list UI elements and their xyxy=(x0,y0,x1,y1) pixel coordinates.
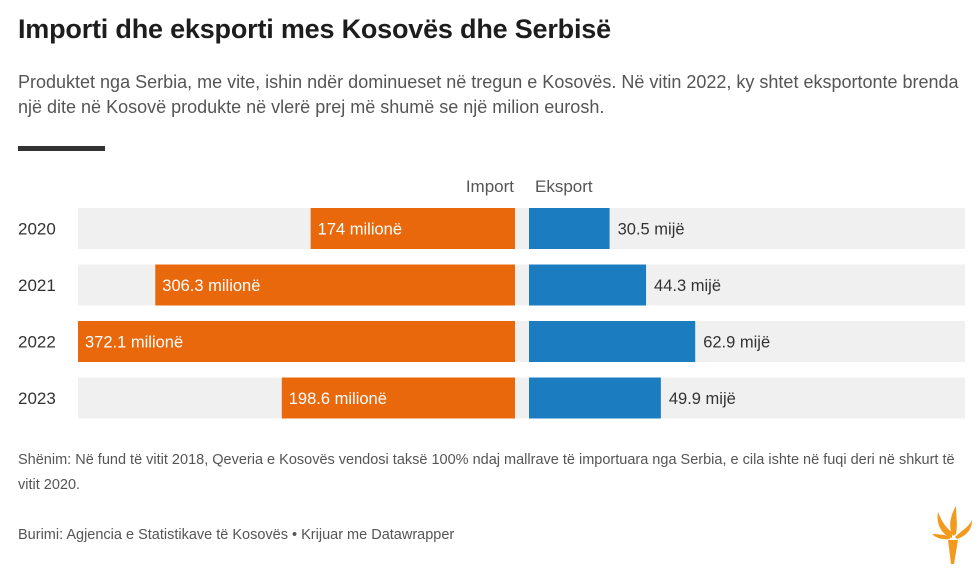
bar-chart: 2020 174 milionë 30.5 mijë 2021 306.3 milion… xyxy=(18,208,965,419)
year-tick-label: 2021 xyxy=(18,276,56,295)
import-bar xyxy=(310,208,515,249)
year-tick-label: 2020 xyxy=(18,220,56,239)
chart-note: Shënim: Në fund të vitit 2018, Qeveria e… xyxy=(18,452,955,493)
export-value-label: 44.3 mijë xyxy=(654,277,721,295)
import-value-label: 372.1 milionë xyxy=(85,334,183,352)
export-bar xyxy=(529,208,610,249)
import-column-label: Import xyxy=(465,177,514,196)
export-column-label: Eksport xyxy=(535,177,593,196)
row-background xyxy=(78,208,965,249)
chart-subtitle: Produktet nga Serbia, me vite, ishin ndë… xyxy=(18,72,959,117)
title-rule xyxy=(18,146,105,151)
export-value-label: 30.5 mijë xyxy=(618,221,685,239)
rfe-torch-logo xyxy=(932,506,972,564)
export-bar xyxy=(529,264,647,306)
export-bar xyxy=(529,321,696,362)
import-bar xyxy=(281,377,515,419)
export-value-label: 62.9 mijë xyxy=(703,334,770,352)
year-tick-label: 2023 xyxy=(18,389,56,408)
chart-source: Burimi: Agjencia e Statistikave të Kosov… xyxy=(18,527,455,543)
import-bar xyxy=(78,321,515,362)
import-bar xyxy=(155,264,515,306)
row-background xyxy=(78,377,965,419)
year-tick-label: 2022 xyxy=(18,333,56,352)
chart-title: Importi dhe eksporti mes Kosovës dhe Ser… xyxy=(18,14,611,44)
import-value-label: 174 milionë xyxy=(318,221,402,239)
export-bar xyxy=(529,377,661,419)
import-value-label: 198.6 milionë xyxy=(289,390,387,408)
import-value-label: 306.3 milionë xyxy=(162,277,260,295)
export-value-label: 49.9 mijë xyxy=(669,390,736,408)
